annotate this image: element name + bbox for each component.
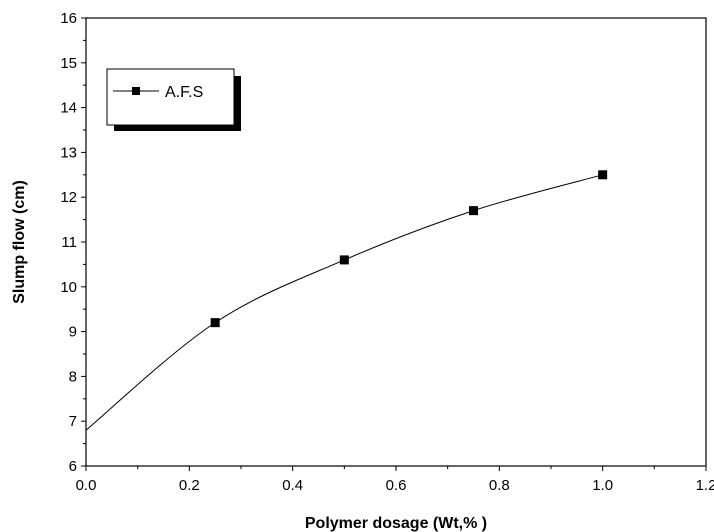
legend-marker-square xyxy=(132,87,140,95)
x-tick-label: 0.0 xyxy=(76,477,97,494)
y-tick-label: 8 xyxy=(69,368,77,385)
legend-box xyxy=(106,68,235,126)
y-tick-label: 11 xyxy=(61,234,77,251)
x-tick-label: 0.4 xyxy=(282,477,303,494)
y-tick-label: 13 xyxy=(60,144,77,161)
series-line-afs xyxy=(85,174,603,431)
y-tick-label: 12 xyxy=(60,189,77,206)
x-tick-label: 1.0 xyxy=(592,477,613,494)
legend-label-afs: A.F.S xyxy=(165,84,203,101)
legend: A.F.S xyxy=(106,68,241,131)
x-axis-ticks: 0.0 0.2 0.4 0.6 0.8 1.0 1.2 xyxy=(76,466,714,494)
x-tick-label: 1.2 xyxy=(696,477,714,494)
y-tick-label: 7 xyxy=(69,413,77,430)
y-tick-label: 16 xyxy=(60,10,77,27)
x-tick-label: 0.8 xyxy=(489,477,510,494)
y-axis-ticks: 6 7 8 9 10 11 12 13 14 15 16 xyxy=(60,10,86,475)
y-tick-label: 9 xyxy=(69,324,77,341)
y-tick-label: 14 xyxy=(60,100,77,117)
y-tick-label: 10 xyxy=(60,279,77,296)
x-tick-label: 0.2 xyxy=(179,477,200,494)
data-point-marker xyxy=(210,318,220,328)
series-markers xyxy=(210,170,608,328)
y-axis-title: Slump flow (cm) xyxy=(11,180,28,304)
y-tick-label: 15 xyxy=(60,55,77,72)
x-tick-label: 0.6 xyxy=(386,477,407,494)
data-point-marker xyxy=(469,206,478,216)
x-axis-title: Polymer dosage (Wt,% ) xyxy=(305,515,487,532)
data-point-marker xyxy=(598,170,608,180)
data-point-marker xyxy=(339,255,349,265)
y-tick-label: 6 xyxy=(69,458,77,475)
